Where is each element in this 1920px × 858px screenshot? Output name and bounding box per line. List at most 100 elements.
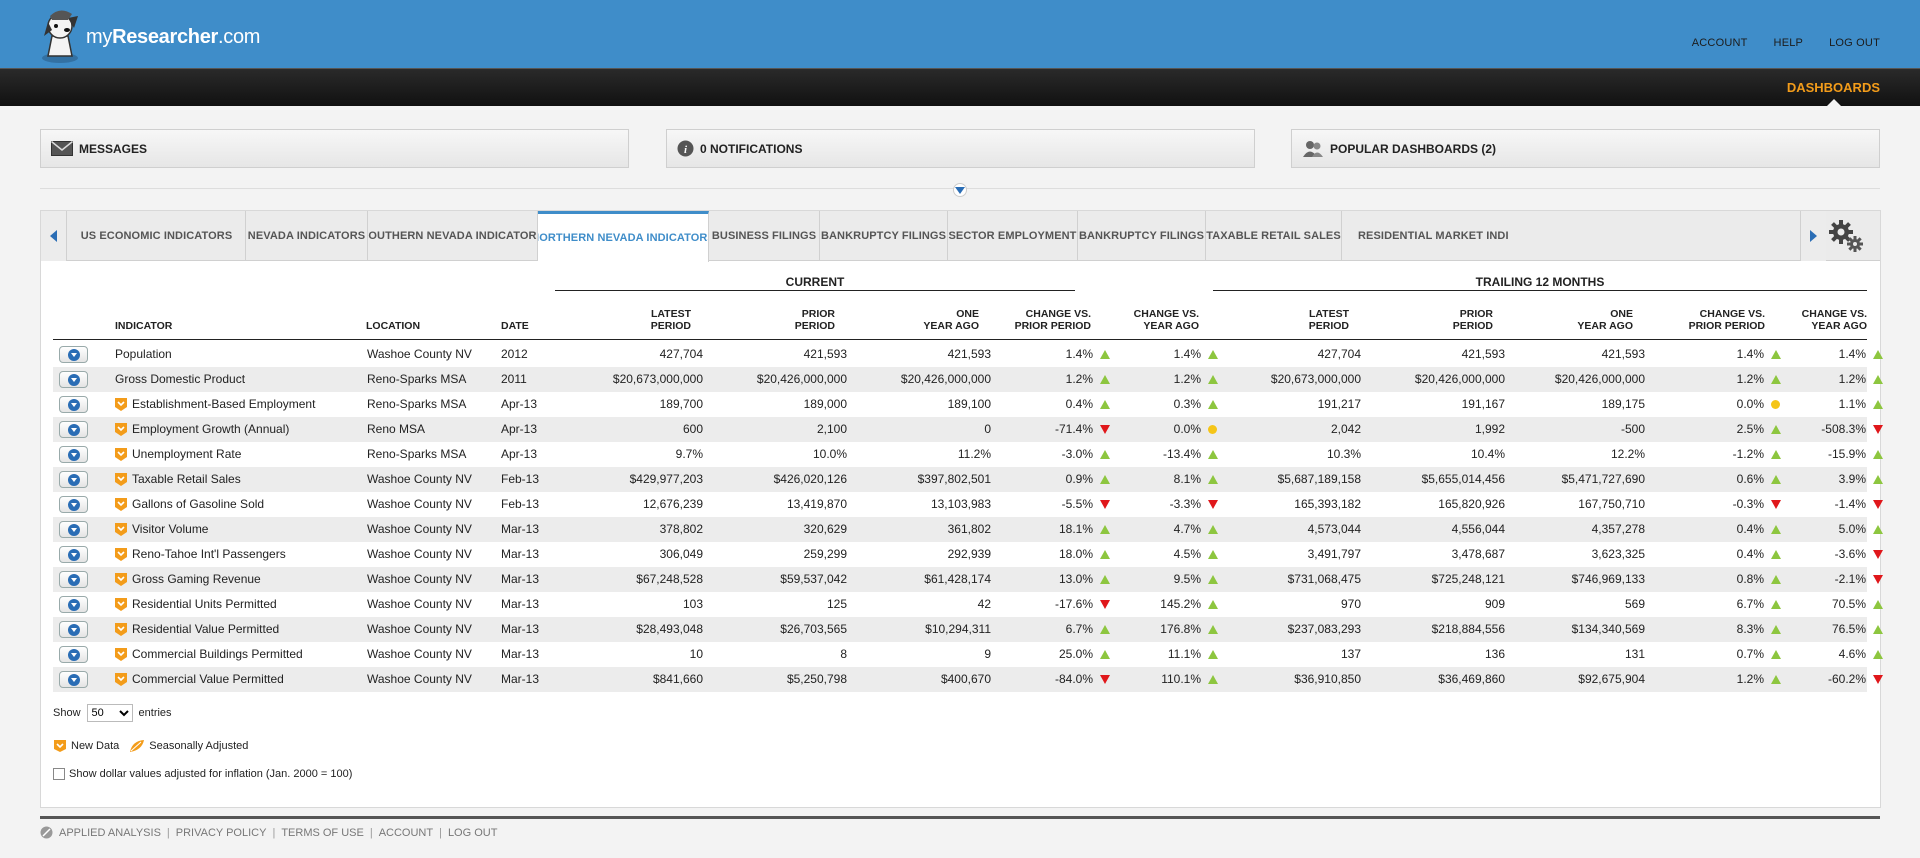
value-c-chg-y: 9.5% — [1173, 572, 1201, 586]
tab-us-economic-indicators[interactable]: US ECONOMIC INDICATORS — [68, 211, 246, 261]
expand-row-button[interactable] — [59, 446, 88, 463]
tab-nevada-indicators[interactable]: NEVADA INDICATORS — [246, 211, 368, 261]
expand-row-button[interactable] — [59, 521, 88, 538]
notifications-panel[interactable]: i 0 NOTIFICATIONS — [666, 129, 1255, 168]
tab-bankruptcy-filings-2[interactable]: BANKRUPTCY FILINGS — [1078, 211, 1206, 261]
expand-row-button[interactable] — [59, 546, 88, 563]
account-link[interactable]: ACCOUNT — [1691, 37, 1748, 49]
value-t-chg-y: 1.4% — [1838, 347, 1866, 361]
footer-terms-of-use[interactable]: TERMS OF USE — [281, 826, 364, 839]
inflation-checkbox[interactable] — [53, 768, 65, 780]
col-current-latest[interactable]: LATEST PERIOD — [650, 308, 691, 332]
brand-name: myResearcher.com — [86, 26, 261, 48]
value-c-prior: $26,703,565 — [780, 622, 847, 636]
popular-dashboards-label: POPULAR DASHBOARDS (2) — [1330, 141, 1497, 156]
expand-row-button[interactable] — [59, 496, 88, 513]
value-t-prior: 421,593 — [1461, 347, 1505, 361]
date-cell: Mar-13 — [501, 572, 540, 586]
expand-chevron-icon — [67, 448, 80, 461]
col-current-chg-year[interactable]: CHANGE VS. YEAR AGO — [1133, 308, 1199, 332]
trend-up-icon — [1771, 350, 1781, 360]
footer-applied-analysis[interactable]: APPLIED ANALYSIS — [59, 826, 161, 839]
value-c-chg-y: 11.1% — [1167, 647, 1201, 661]
expand-row-button[interactable] — [59, 346, 88, 363]
expand-row-button[interactable] — [59, 571, 88, 588]
entries-select[interactable]: 50 — [86, 704, 133, 722]
expand-row-button[interactable] — [59, 371, 88, 388]
trend-up-icon — [1100, 350, 1110, 360]
footer-privacy-policy[interactable]: PRIVACY POLICY — [175, 826, 267, 839]
logo[interactable]: myResearcher.com — [38, 2, 260, 64]
tab-southern-nevada-indicators[interactable]: SOUTHERN NEVADA INDICATORS — [368, 211, 538, 261]
trend-flat-icon — [1771, 400, 1781, 410]
table-row: Gallons of Gasoline Sold Washoe County NV… — [53, 492, 1883, 517]
date-cell: Feb-13 — [501, 497, 540, 511]
col-trailing-year-ago[interactable]: ONE YEAR AGO — [1577, 308, 1633, 332]
tabs-prev-button[interactable] — [41, 211, 67, 261]
trend-down-icon — [1208, 500, 1218, 510]
col-trailing-latest[interactable]: LATEST PERIOD — [1308, 308, 1349, 332]
tab-residential-market-indicators[interactable]: RESIDENTIAL MARKET INDICATORS — [1358, 230, 1508, 242]
gear-icon — [1829, 220, 1863, 252]
value-c-year: 42 — [977, 597, 991, 611]
group-trailing-label: TRAILING 12 MONTHS — [1475, 275, 1605, 289]
tab-sector-employment[interactable]: SECTOR EMPLOYMENT — [948, 211, 1078, 261]
value-c-chg-p: -71.4% — [1054, 422, 1093, 436]
settings-button[interactable] — [1828, 219, 1864, 258]
tab-northern-nevada-indicators[interactable]: NORTHERN NEVADA INDICATORS — [538, 211, 709, 262]
value-t-chg-p: 1.4% — [1736, 347, 1764, 361]
messages-panel[interactable]: MESSAGES — [40, 129, 629, 168]
col-trailing-chg-year[interactable]: CHANGE VS. YEAR AGO — [1801, 308, 1867, 332]
value-t-chg-y: -508.3% — [1821, 422, 1866, 436]
col-indicator[interactable]: INDICATOR — [115, 320, 173, 332]
trend-up-icon — [1771, 600, 1781, 610]
popular-dashboards-panel[interactable]: POPULAR DASHBOARDS (2) — [1291, 129, 1880, 168]
col-trailing-chg-prior[interactable]: CHANGE VS. PRIOR PERIOD — [1688, 308, 1765, 332]
group-current-underline — [555, 290, 1075, 291]
tab-taxable-retail-sales[interactable]: TAXABLE RETAIL SALES — [1206, 211, 1342, 261]
trend-up-icon — [1100, 375, 1110, 385]
tabs-next-button[interactable] — [1800, 211, 1826, 261]
inflation-toggle[interactable]: Show dollar values adjusted for inflatio… — [53, 768, 352, 780]
expand-row-button[interactable] — [59, 421, 88, 438]
indicator-name: Unemployment Rate — [132, 447, 242, 461]
value-t-chg-p: 6.7% — [1736, 597, 1764, 611]
indicator-name: Commercial Buildings Permitted — [132, 647, 303, 661]
expand-chevron-icon — [67, 573, 80, 586]
col-date[interactable]: DATE — [501, 320, 529, 332]
logout-link[interactable]: LOG OUT — [1829, 37, 1880, 49]
expand-row-button[interactable] — [59, 646, 88, 663]
expand-row-button[interactable] — [59, 396, 88, 413]
expand-row-button[interactable] — [59, 471, 88, 488]
table-row: Population Washoe County NV 2012 427,704 421… — [53, 342, 1883, 367]
col-current-year-ago[interactable]: ONE YEAR AGO — [923, 308, 979, 332]
value-t-year: 3,623,325 — [1591, 547, 1645, 561]
value-t-prior: 10.4% — [1470, 447, 1505, 461]
value-c-chg-p: 18.0% — [1058, 547, 1093, 561]
tab-bankruptcy-filings[interactable]: BANKRUPTCY FILINGS — [820, 211, 948, 261]
value-c-chg-y: 110.1% — [1161, 672, 1201, 686]
legend: New Data Seasonally Adjusted — [53, 739, 248, 753]
expand-row-button[interactable] — [59, 671, 88, 688]
value-c-latest: 378,802 — [659, 522, 703, 536]
table-row: Unemployment Rate Reno-Sparks MSA Apr-13 9.… — [53, 442, 1883, 467]
expand-row-button[interactable] — [59, 621, 88, 638]
expand-row-button[interactable] — [59, 596, 88, 613]
footer-account[interactable]: ACCOUNT — [378, 826, 434, 839]
date-cell: Mar-13 — [501, 647, 540, 661]
value-t-prior: 3,478,687 — [1451, 547, 1505, 561]
tab-business-filings[interactable]: BUSINESS FILINGS — [709, 211, 820, 261]
new-data-icon — [115, 573, 127, 586]
dashboards-link[interactable]: DASHBOARDS — [1786, 80, 1880, 95]
col-trailing-prior[interactable]: PRIOR PERIOD — [1452, 308, 1493, 332]
collapse-panels-button[interactable] — [953, 183, 967, 197]
value-t-chg-y: -60.2% — [1827, 672, 1866, 686]
chevron-right-icon — [1810, 230, 1817, 242]
help-link[interactable]: HELP — [1773, 37, 1804, 49]
col-current-prior[interactable]: PRIOR PERIOD — [794, 308, 835, 332]
trend-up-icon — [1208, 475, 1218, 485]
trend-up-icon — [1873, 650, 1883, 660]
footer-log-out[interactable]: LOG OUT — [447, 826, 498, 839]
col-location[interactable]: LOCATION — [366, 320, 421, 332]
col-current-chg-prior[interactable]: CHANGE VS. PRIOR PERIOD — [1014, 308, 1091, 332]
